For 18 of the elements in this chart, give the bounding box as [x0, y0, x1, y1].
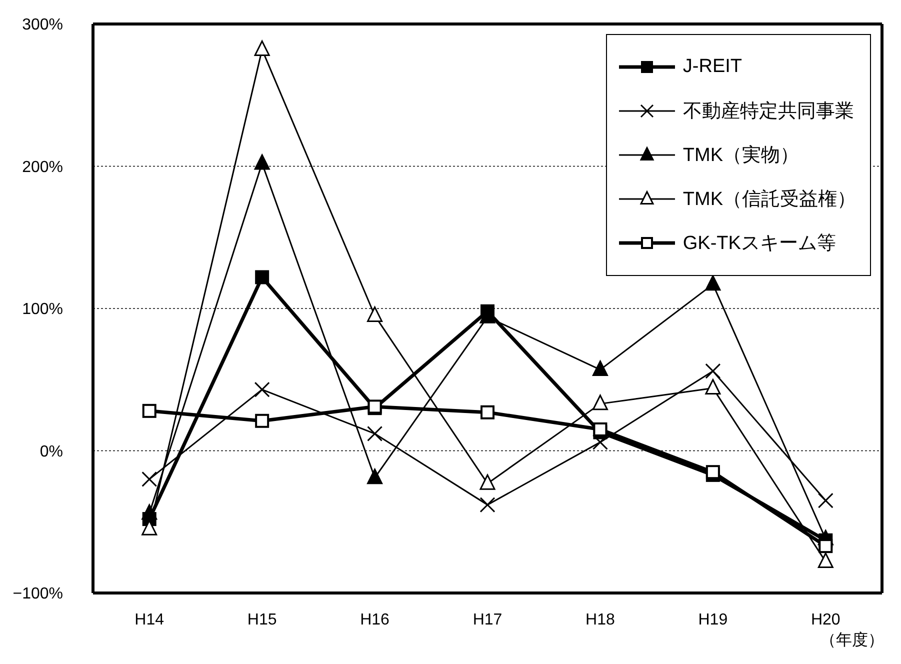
- x-tick-label: H19: [698, 611, 728, 628]
- legend-label: J-REIT: [682, 56, 742, 78]
- x-tick-label: H14: [134, 611, 164, 628]
- x-tick-label: H18: [586, 611, 615, 628]
- y-tick-label: 300%: [22, 16, 63, 34]
- x-tick-label: H16: [360, 611, 390, 628]
- x-tick-label: H17: [472, 611, 502, 628]
- legend-label: TMK（実物）: [682, 144, 799, 168]
- y-tick-label: 100%: [22, 301, 63, 318]
- legend-label: TMK（信託受益権）: [682, 188, 856, 212]
- legend-label: 不動産特定共同事業: [682, 100, 854, 124]
- y-tick-label: 200%: [22, 158, 63, 176]
- y-tick-label: 0%: [40, 443, 63, 460]
- x-axis-title: （年度）: [820, 631, 884, 649]
- x-tick-label: H20: [810, 611, 840, 628]
- x-tick-label: H15: [247, 611, 277, 628]
- y-tick-label: −100%: [12, 586, 63, 603]
- legend-label: GK-TKスキーム等: [682, 232, 836, 256]
